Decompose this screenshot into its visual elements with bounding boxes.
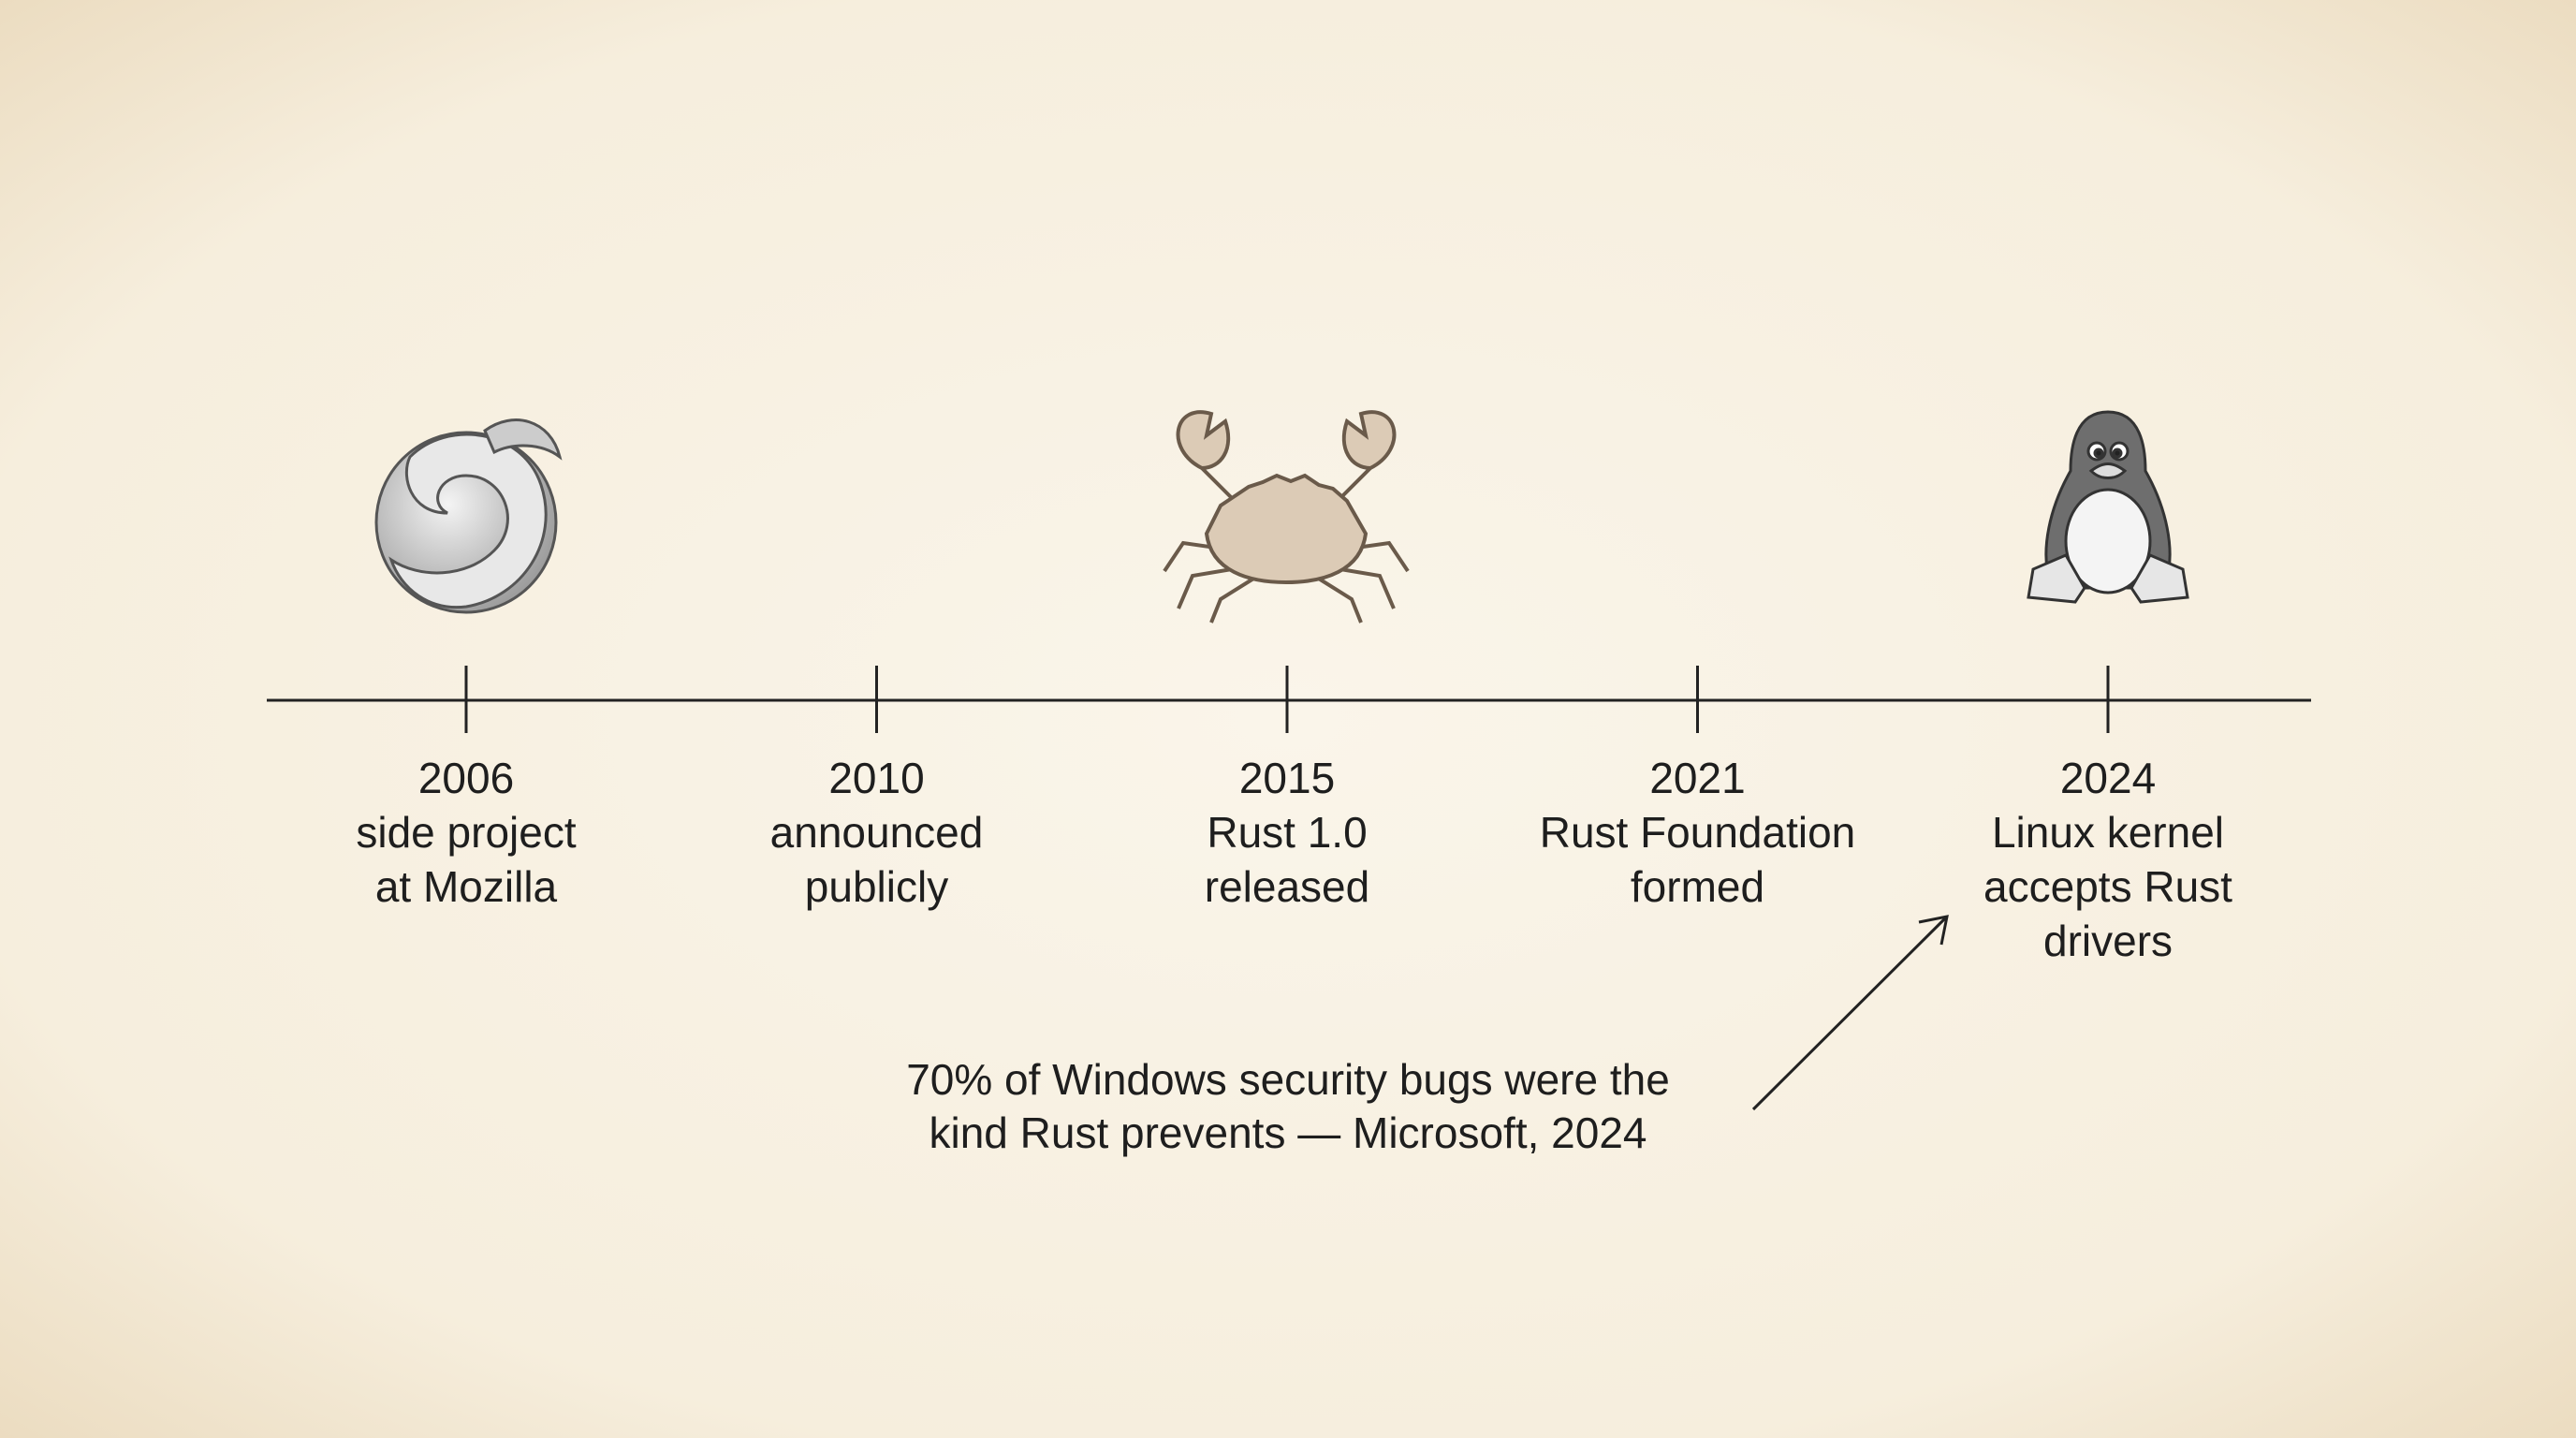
annotation-line: kind Rust prevents — Microsoft, 2024 (929, 1108, 1647, 1157)
event-label: drivers (2043, 917, 2173, 965)
event: 2010 announced publicly (770, 666, 984, 911)
event: 2021 Rust Foundation formed (1540, 666, 1856, 911)
annotation: 70% of Windows security bugs were the ki… (906, 1055, 1670, 1157)
event: 2015 Rust 1.0 released (1205, 666, 1369, 911)
event-year: 2010 (828, 754, 924, 802)
event-label: formed (1631, 862, 1764, 911)
event-label: Rust 1.0 (1207, 808, 1367, 857)
annotation-line: 70% of Windows security bugs were the (906, 1055, 1670, 1104)
event-year: 2024 (2060, 754, 2156, 802)
event-label: at Mozilla (375, 862, 558, 911)
annotation-arrow (1751, 915, 1949, 1111)
event-year: 2015 (1239, 754, 1335, 802)
event-label: announced (770, 808, 984, 857)
firefox-icon (374, 418, 563, 614)
event-label: Linux kernel (1992, 808, 2224, 857)
event-label: released (1205, 862, 1369, 911)
crab-icon (1163, 410, 1410, 624)
event-label: Rust Foundation (1540, 808, 1856, 857)
event-label: side project (356, 808, 576, 857)
event-year: 2021 (1649, 754, 1745, 802)
event-label: accepts Rust (1983, 862, 2232, 911)
event-label: publicly (805, 862, 948, 911)
events: 2006 side project at Mozilla 2010 announced p… (356, 666, 2232, 965)
event-year: 2006 (418, 754, 514, 802)
event: 2024 Linux kernel accepts Rust drivers (1983, 666, 2232, 965)
penguin-icon (2027, 410, 2189, 604)
event: 2006 side project at Mozilla (356, 666, 577, 911)
